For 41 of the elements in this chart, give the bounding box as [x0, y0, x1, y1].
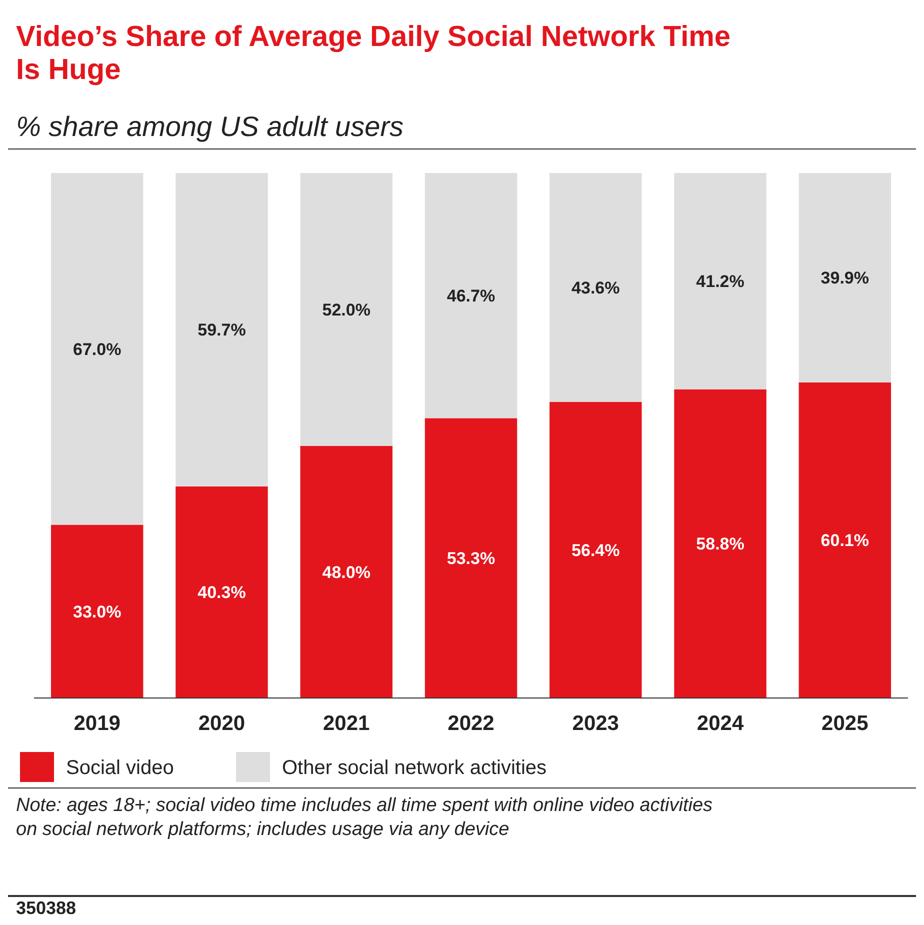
data-label: 43.6% [572, 278, 620, 298]
bar [798, 173, 892, 382]
data-label: 41.2% [696, 272, 744, 292]
chart-title: Video’s Share of Average Daily Social Network Time Is Huge [16, 21, 731, 86]
x-tick-label: 2024 [696, 712, 744, 735]
bar [300, 173, 392, 446]
bar [674, 389, 766, 698]
data-label: 39.9% [820, 268, 869, 288]
data-label: 60.1% [820, 531, 869, 550]
bar [50, 173, 144, 525]
data-label: 53.3% [446, 549, 496, 568]
text: 350388 [16, 898, 76, 918]
bar [550, 402, 642, 698]
chart-subtitle: % share among US adult users [16, 111, 404, 142]
x-tick-label: 2019 [74, 712, 120, 735]
x-tick-label: 2025 [822, 712, 869, 735]
bar [424, 418, 518, 698]
data-label: 46.7% [446, 286, 496, 306]
x-tick-label: 2022 [448, 712, 494, 735]
data-label: 52.0% [322, 300, 370, 320]
data-label: 40.3% [198, 583, 246, 602]
bar [424, 173, 518, 418]
legend-label: Other social network activities [282, 757, 547, 779]
bar [674, 173, 766, 390]
x-tick-label: 2020 [198, 712, 246, 735]
x-tick-label: 2023 [572, 712, 619, 735]
legend-label: Social video [66, 757, 174, 779]
bar [300, 446, 392, 698]
data-label: 59.7% [198, 320, 246, 340]
bar [798, 382, 892, 698]
data-label: 67.0% [73, 340, 122, 359]
data-label: 58.8% [696, 534, 744, 554]
data-label: 48.0% [322, 563, 370, 582]
bar [176, 173, 268, 486]
bar [50, 524, 144, 698]
x-tick-label: 2021 [323, 712, 370, 735]
bar [176, 486, 268, 698]
bar [550, 173, 642, 402]
data-label: 56.4% [572, 540, 620, 560]
data-label: 33.0% [73, 602, 122, 622]
text: Note: ages 18+; social video time includes all time spent with online video activities on social network platforms; includes usage via any device [16, 795, 714, 840]
